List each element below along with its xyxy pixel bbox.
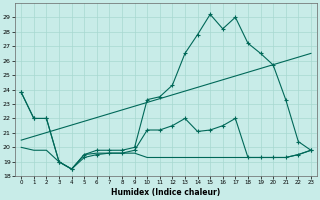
X-axis label: Humidex (Indice chaleur): Humidex (Indice chaleur) — [111, 188, 221, 197]
